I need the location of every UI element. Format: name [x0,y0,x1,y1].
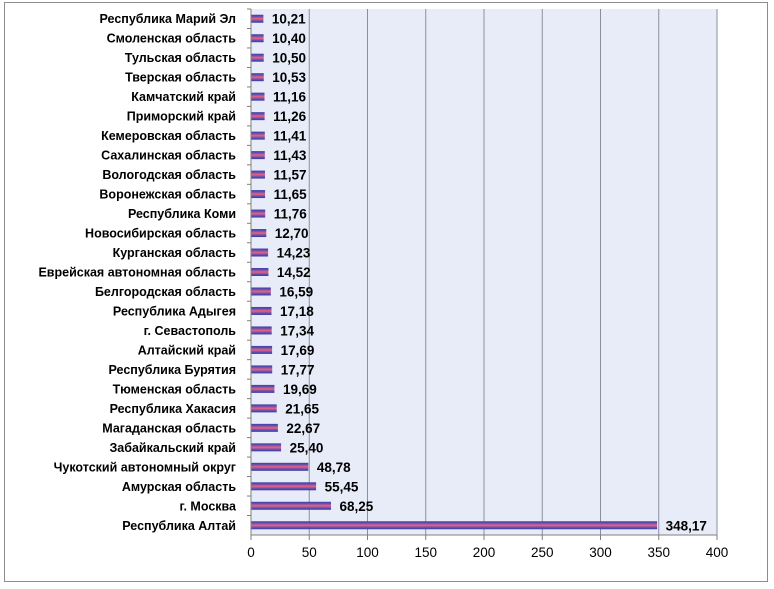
category-labels: Республика Марий Эл Смоленская область Тул… [38,12,237,533]
value-label: 17,69 [281,343,315,358]
bar [251,34,264,43]
category-label: Республика Алтай [122,519,236,533]
value-label: 17,18 [280,304,314,319]
value-label: 68,25 [340,499,374,514]
value-label: 48,78 [317,460,351,475]
bars [251,14,658,530]
value-label: 22,67 [286,421,320,436]
category-label: Республика Марий Эл [100,12,237,26]
category-label: Белгородская область [95,285,236,299]
category-label: Алтайский край [138,343,236,357]
value-label: 10,40 [272,31,306,46]
category-label: г. Севастополь [144,324,237,338]
bar [251,53,264,62]
category-label: Кемеровская область [101,129,236,143]
bar [251,14,264,23]
x-tick-label: 350 [647,545,670,560]
x-tick-label: 100 [356,545,379,560]
value-label: 10,21 [272,12,306,27]
category-label: Тюменская область [113,382,237,396]
value-label: 11,26 [273,109,307,124]
category-label: Камчатский край [131,90,236,104]
bar [251,229,267,238]
bar [251,151,265,160]
bar [251,326,272,335]
value-label: 10,50 [272,51,306,66]
value-label: 16,59 [279,284,313,299]
bar [251,209,266,218]
bar [251,404,277,413]
bar [251,170,265,179]
category-label: Приморский край [127,110,236,124]
bar [251,268,269,276]
bar [251,501,332,510]
bar [251,112,265,121]
bar [251,190,266,199]
category-label: Республика Хакасия [110,402,236,416]
value-label: 14,23 [277,246,311,261]
category-label: Сахалинская область [101,149,236,163]
gridlines [247,8,718,536]
x-tick-label: 200 [473,545,496,560]
x-tick-label: 400 [706,545,729,560]
category-label: Новосибирская область [85,227,236,241]
category-label: Курганская область [113,246,237,260]
category-label: Магаданская область [102,421,236,435]
bar [251,92,265,101]
bar [251,443,282,452]
value-label: 21,65 [285,401,319,416]
bar [251,384,275,393]
category-label: Тульская область [125,51,237,65]
value-label: 11,65 [274,187,308,202]
x-tick-label: 0 [247,545,255,560]
value-label: 55,45 [325,479,359,494]
category-label: Еврейская автономная область [38,266,236,280]
value-label: 10,53 [272,70,306,85]
category-label: Воронежская область [99,188,236,202]
category-label: Забайкальский край [109,441,236,455]
category-label: Амурская область [122,480,236,494]
bar [251,423,278,432]
value-label: 11,41 [273,129,307,144]
category-label: Тверская область [125,71,236,85]
value-labels: 10,21 10,40 10,50 10,53 11,16 11,26 11,41 11,43… [272,12,707,534]
x-tick-label: 300 [589,545,612,560]
value-label: 11,57 [273,168,306,183]
bar [251,248,269,257]
bar [251,345,273,354]
category-label: Вологодская область [102,168,236,182]
category-label: Республика Бурятия [109,363,236,377]
value-label: 17,77 [281,362,315,377]
value-label: 25,40 [290,440,324,455]
bar [251,73,264,82]
value-label: 11,76 [274,207,308,222]
bar [251,462,309,471]
bar [251,306,272,315]
value-label: 17,34 [280,323,314,338]
x-tick-label: 150 [414,545,437,560]
category-label: Смоленская область [107,32,237,46]
bar [251,365,273,374]
category-label: Республика Коми [128,207,236,221]
category-label: Республика Адыгея [113,304,236,318]
value-label: 11,43 [273,148,307,163]
category-label: г. Москва [180,499,238,513]
category-label: Чукотский автономный округ [54,460,236,474]
value-label: 14,52 [277,265,311,280]
value-label: 348,17 [666,518,707,533]
x-tick-label: 250 [531,545,554,560]
value-label: 19,69 [283,382,317,397]
bar [251,131,265,140]
bar [251,521,658,530]
bar [251,482,317,491]
bar [251,287,271,296]
x-tick-label: 50 [302,545,317,560]
x-axis-ticks: 0 50 100 150 200 250 300 350 400 [247,535,728,560]
value-label: 11,16 [273,90,307,105]
value-label: 12,70 [275,226,309,241]
